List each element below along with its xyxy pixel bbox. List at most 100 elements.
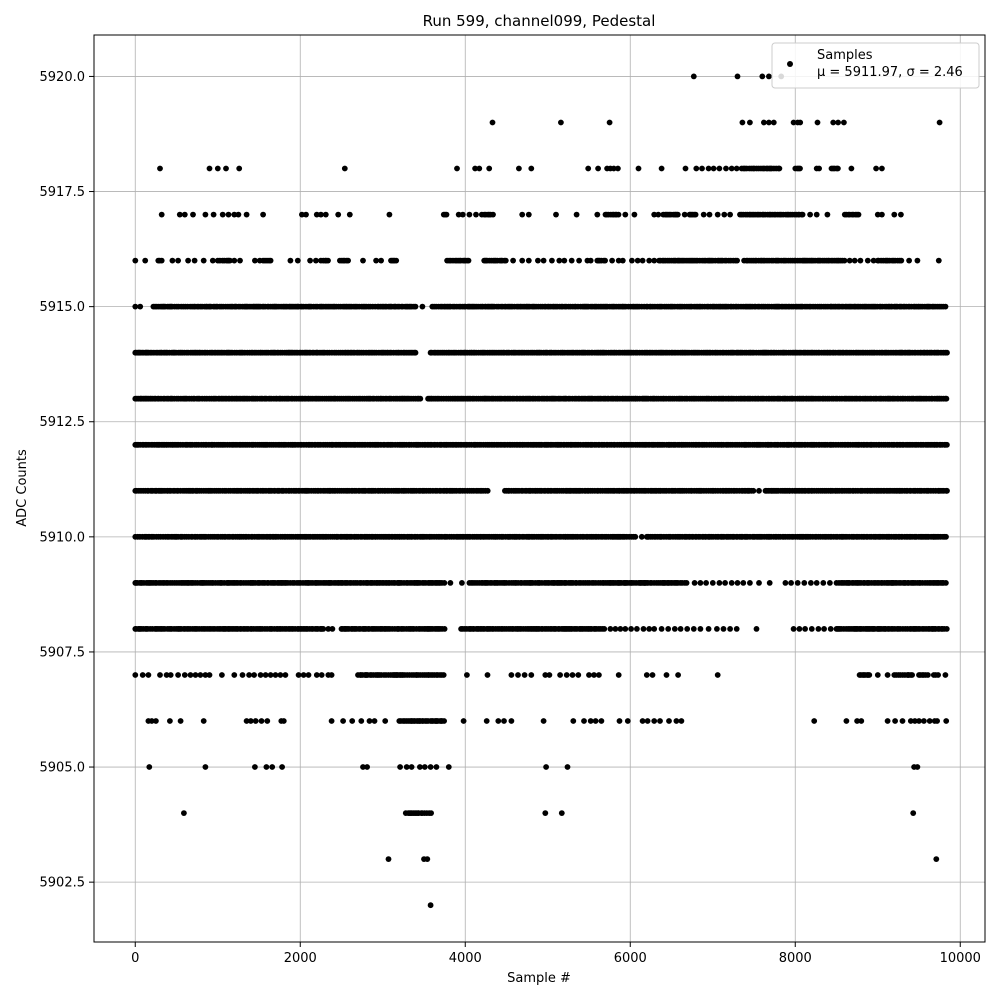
data-point <box>502 257 509 264</box>
data-point <box>637 580 643 586</box>
data-point <box>846 257 853 264</box>
data-point <box>190 211 196 218</box>
data-point <box>606 119 613 126</box>
data-point <box>864 257 871 264</box>
data-point <box>231 257 238 264</box>
data-point <box>714 672 721 678</box>
data-point <box>891 211 898 218</box>
data-point <box>223 165 229 172</box>
data-point <box>827 626 834 632</box>
data-point <box>632 533 639 540</box>
data-point <box>848 165 855 172</box>
data-point <box>366 718 373 724</box>
x-tick-label: 0 <box>131 951 139 966</box>
x-tick-label: 10000 <box>940 951 981 966</box>
data-point <box>677 626 684 632</box>
data-point <box>433 764 440 770</box>
data-point <box>914 764 921 770</box>
data-point <box>769 487 775 494</box>
data-point <box>935 672 941 678</box>
data-point <box>747 119 753 126</box>
y-tick-label: 5917.5 <box>40 185 86 200</box>
data-point <box>397 764 403 770</box>
data-point <box>200 257 207 264</box>
data-point <box>657 718 663 724</box>
data-point <box>598 718 605 724</box>
data-point <box>609 257 615 264</box>
data-point <box>465 257 472 264</box>
data-point <box>157 165 163 172</box>
data-point <box>428 810 434 816</box>
data-point <box>673 718 680 724</box>
data-point <box>797 165 803 172</box>
data-point <box>177 718 184 724</box>
data-point <box>200 718 207 724</box>
data-point <box>740 580 747 586</box>
data-point <box>318 672 325 678</box>
y-tick-label: 5920.0 <box>40 70 86 85</box>
data-point <box>197 672 204 678</box>
data-point <box>942 672 949 678</box>
data-point <box>515 672 521 678</box>
data-point <box>239 672 246 678</box>
data-point <box>705 626 712 632</box>
data-point <box>202 764 209 770</box>
data-point <box>473 211 479 218</box>
data-point <box>683 580 690 586</box>
data-point <box>346 211 353 218</box>
data-point <box>801 580 808 586</box>
data-point <box>546 672 553 678</box>
data-point <box>313 211 320 218</box>
data-point <box>794 580 801 586</box>
x-tick-label: 6000 <box>614 951 647 966</box>
data-point <box>622 211 629 218</box>
data-point <box>231 672 238 678</box>
data-point <box>501 718 507 724</box>
data-point <box>235 211 242 218</box>
data-point <box>756 487 762 494</box>
data-point <box>167 718 173 724</box>
data-point <box>373 257 379 264</box>
data-point <box>206 672 213 678</box>
data-point <box>305 672 312 678</box>
data-point <box>635 165 642 172</box>
data-point <box>225 211 232 218</box>
data-point <box>371 718 378 724</box>
data-point <box>307 257 313 264</box>
data-point <box>671 626 678 632</box>
data-point <box>335 211 342 218</box>
data-point <box>592 718 599 724</box>
data-point <box>638 533 645 540</box>
data-point <box>619 257 626 264</box>
data-point <box>921 718 927 724</box>
data-point <box>476 165 483 172</box>
data-point <box>441 580 448 586</box>
data-point <box>813 580 820 586</box>
data-point <box>294 257 301 264</box>
data-point <box>855 211 862 218</box>
data-point <box>252 764 258 770</box>
data-point <box>575 672 582 678</box>
data-point <box>412 303 419 310</box>
data-point <box>874 211 881 218</box>
data-point <box>628 626 634 632</box>
data-point <box>714 211 721 218</box>
data-point <box>658 626 665 632</box>
data-point <box>634 257 641 264</box>
data-point <box>175 672 182 678</box>
data-point <box>873 165 879 172</box>
data-point <box>925 672 931 678</box>
data-point <box>944 487 950 494</box>
data-point <box>870 257 877 264</box>
data-point <box>277 672 284 678</box>
data-point <box>570 718 577 724</box>
data-point <box>759 73 766 80</box>
data-point <box>540 718 547 724</box>
data-point <box>525 257 532 264</box>
data-point <box>734 257 740 264</box>
data-point <box>898 211 904 218</box>
data-point <box>219 211 226 218</box>
data-point <box>642 580 648 586</box>
data-point <box>615 580 622 586</box>
data-point <box>615 257 622 264</box>
